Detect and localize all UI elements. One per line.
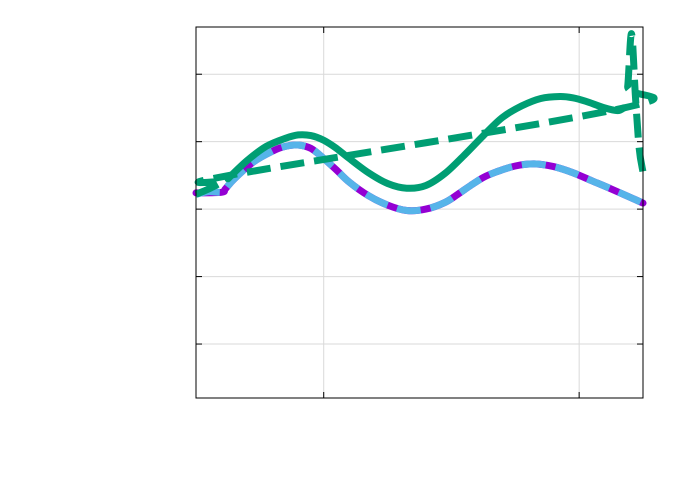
ticks: [196, 27, 643, 398]
series-line-1: [195, 141, 645, 215]
series-layer: [192, 30, 658, 215]
plot-frame: [195, 26, 644, 399]
series-line-2: [224, 92, 628, 192]
series-line-3: [194, 30, 658, 198]
